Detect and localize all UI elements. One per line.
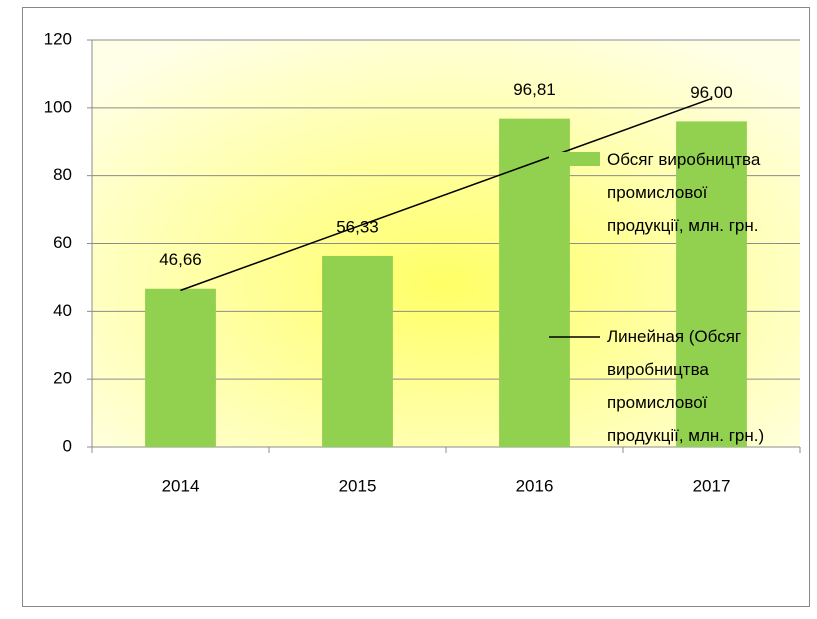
bar xyxy=(145,288,216,447)
bar xyxy=(676,121,747,448)
y-tick-label: 60 xyxy=(53,233,72,252)
data-label: 96,00 xyxy=(690,83,733,102)
x-tick-label: 2016 xyxy=(516,476,554,495)
legend-swatch xyxy=(549,152,600,166)
x-tick-label: 2017 xyxy=(693,476,731,495)
bar xyxy=(499,118,570,448)
y-tick-label: 120 xyxy=(44,29,72,48)
y-tick-label: 80 xyxy=(53,165,72,184)
y-tick-label: 0 xyxy=(63,436,72,455)
x-tick-label: 2014 xyxy=(162,476,200,495)
legend-label: Линейная (Обсяг виробництва промислової … xyxy=(607,327,765,445)
data-label: 46,66 xyxy=(159,250,202,269)
bar xyxy=(322,255,393,447)
y-tick-label: 20 xyxy=(53,369,72,388)
x-tick-label: 2015 xyxy=(339,476,377,495)
y-tick-label: 40 xyxy=(53,301,72,320)
trend-line xyxy=(180,97,712,292)
legend-label: Обсяг виробництва промислової продукції,… xyxy=(607,150,761,235)
y-tick-label: 100 xyxy=(44,97,72,116)
data-label: 96,81 xyxy=(513,80,556,99)
